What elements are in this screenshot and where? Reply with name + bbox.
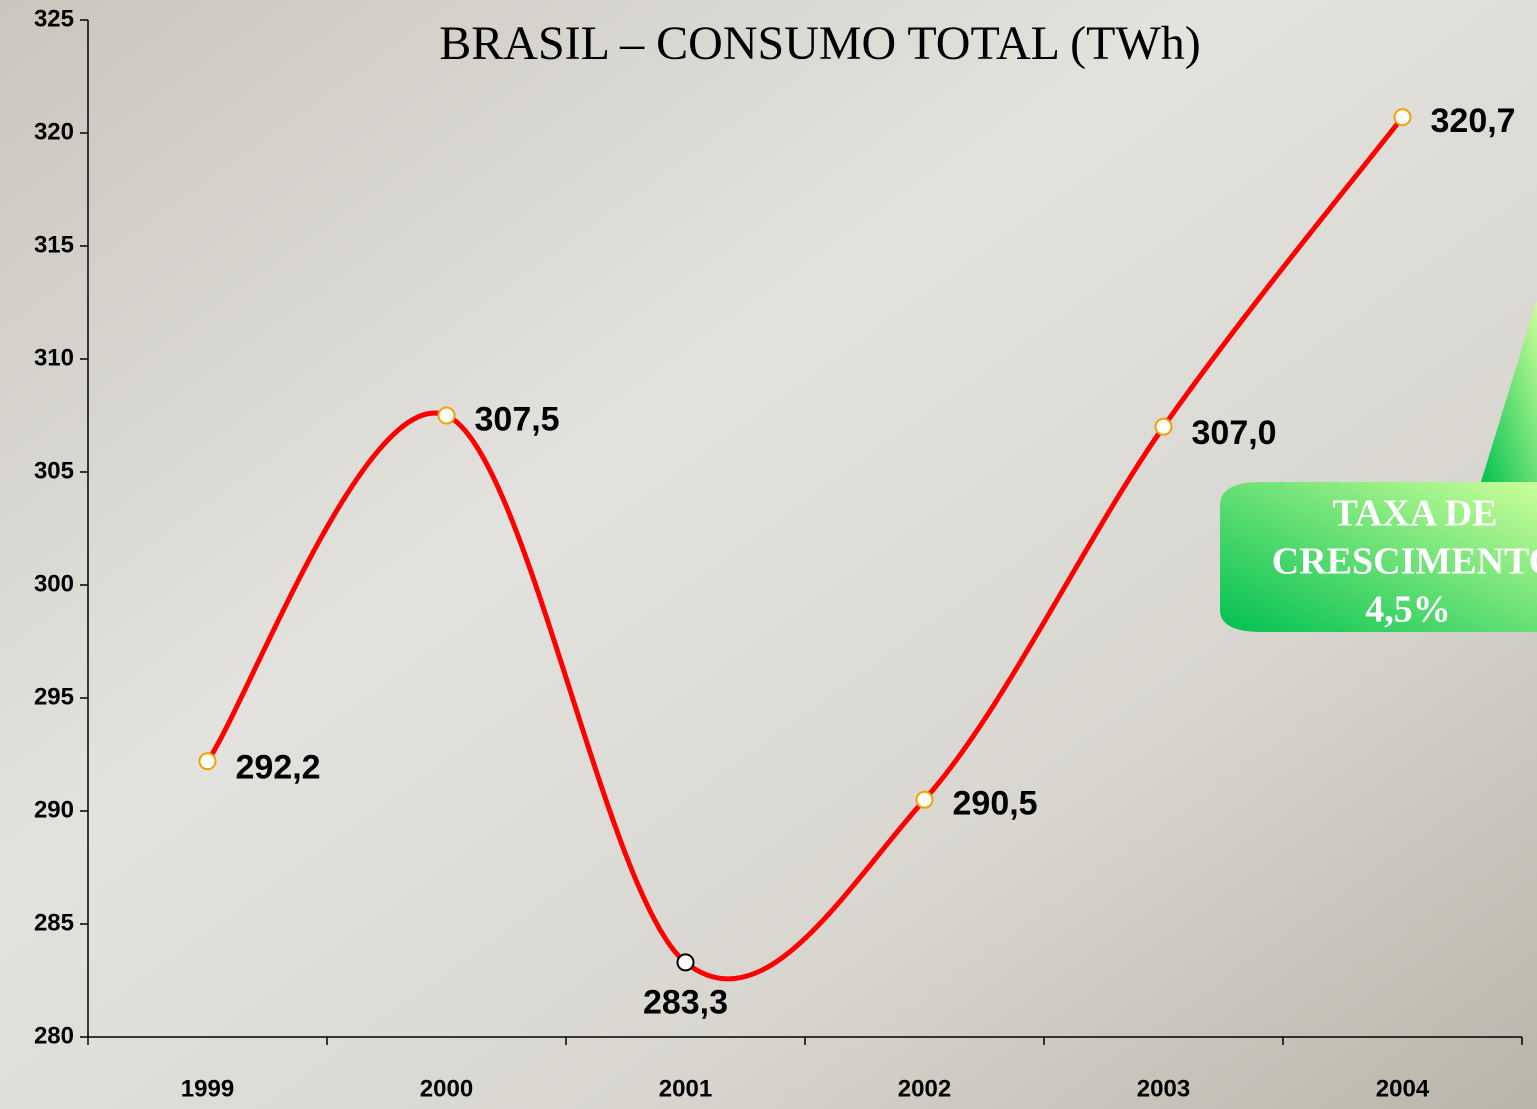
marker bbox=[1393, 108, 1412, 127]
y-tick-label: 305 bbox=[34, 457, 74, 484]
y-tick-label: 290 bbox=[34, 796, 74, 823]
x-tick-label: 2000 bbox=[420, 1075, 473, 1102]
x-tick-label: 2003 bbox=[1137, 1075, 1190, 1102]
y-tick-label: 295 bbox=[34, 683, 74, 710]
data-label: 307,5 bbox=[475, 400, 560, 438]
marker bbox=[198, 752, 217, 771]
annotation: 4,5% bbox=[1365, 589, 1451, 631]
x-tick-label: 2004 bbox=[1376, 1075, 1430, 1102]
callout bbox=[1220, 482, 1537, 632]
line bbox=[205, 115, 1405, 982]
y-tick-label: 325 bbox=[34, 5, 74, 32]
y-tick-label: 315 bbox=[34, 231, 74, 258]
y-tick-label: 280 bbox=[34, 1022, 74, 1049]
marker bbox=[676, 953, 695, 972]
annotation: CRESCIMENTO bbox=[1272, 541, 1537, 583]
annotation: TAXA DE bbox=[1332, 493, 1497, 535]
callout-tail bbox=[1480, 300, 1537, 485]
y-tick-label: 320 bbox=[34, 118, 74, 145]
data-label: 292,2 bbox=[236, 748, 321, 786]
y-tick-label: 285 bbox=[34, 909, 74, 936]
chart-title: BRASIL – CONSUMO TOTAL (TWh) bbox=[439, 17, 1200, 70]
data-label: 307,0 bbox=[1192, 414, 1277, 452]
data-label: 283,3 bbox=[643, 983, 728, 1021]
data-label: 290,5 bbox=[953, 785, 1038, 823]
x-tick-label: 2002 bbox=[898, 1075, 951, 1102]
data-label: 320,7 bbox=[1431, 102, 1516, 140]
x-tick-label: 1999 bbox=[181, 1075, 234, 1102]
y-tick-label: 300 bbox=[34, 570, 74, 597]
marker bbox=[1154, 417, 1173, 436]
marker bbox=[437, 406, 456, 425]
x-tick-label: 2001 bbox=[659, 1075, 712, 1102]
marker bbox=[915, 790, 934, 809]
y-tick-label: 310 bbox=[34, 344, 74, 371]
